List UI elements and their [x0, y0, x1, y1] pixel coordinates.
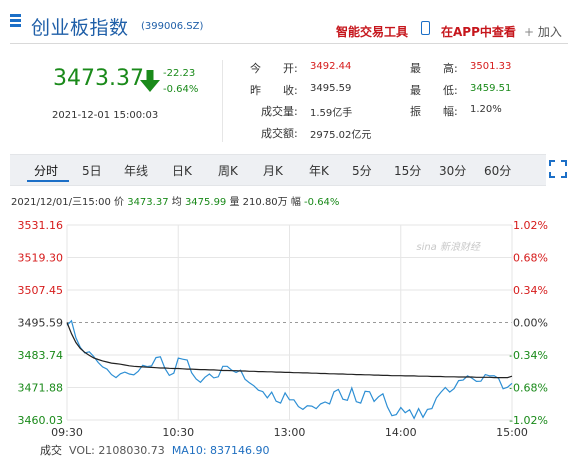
page-title: 创业板指数	[31, 17, 129, 39]
volume-summary-ma10: MA10: 837146.90	[171, 444, 270, 457]
volume-summary: 成交 VOL: 2108030.73 MA10: 837146.90	[40, 442, 270, 458]
menu-icon[interactable]	[10, 14, 21, 28]
amplitude-value: 1.20%	[470, 104, 502, 115]
y-tick-right: 0.68%	[513, 252, 548, 265]
info-avg: 3475.99	[184, 197, 227, 208]
y-tick-right: -0.68%	[509, 382, 548, 395]
tab-daily-k[interactable]: 日K	[172, 164, 192, 178]
phone-icon	[421, 21, 430, 35]
volume-label: 成交量:	[261, 105, 298, 118]
amount-label: 成交额:	[261, 127, 298, 140]
price-change-pct: -0.64%	[163, 84, 199, 95]
watermark-logo: sina 新浪财经	[416, 241, 481, 253]
tab-year-line[interactable]: 年线	[124, 164, 149, 178]
crosshair-info: 2021/12/01/三15:00 价 3473.37 均 3475.99 量 …	[11, 193, 339, 208]
period-tabs	[10, 154, 546, 186]
y-tick-left: 3531.16	[18, 219, 64, 232]
volume-summary-label: 成交	[40, 444, 62, 457]
info-pct: -0.64%	[304, 197, 340, 208]
quote-divider	[222, 60, 223, 142]
y-tick-right: 0.00%	[513, 317, 548, 330]
intraday-chart[interactable]: 3531.16 1.02% 3519.30 0.68% 3507.45 0.34% 3495…	[0, 210, 578, 450]
y-tick-left: 3471.88	[18, 382, 64, 395]
volume-value: 1.59亿手	[310, 108, 353, 119]
tab-5day[interactable]: 5日	[82, 164, 102, 178]
y-tick-left: 3483.74	[18, 349, 64, 362]
view-in-app-link[interactable]: 在APP中查看	[441, 25, 516, 39]
quote-datetime: 2021-12-01 15:00:03	[52, 110, 159, 121]
info-price-label: 价	[114, 197, 125, 208]
header-divider	[10, 43, 568, 44]
y-tick-right: 0.34%	[513, 284, 548, 297]
down-arrow-icon	[140, 70, 160, 92]
tab-5min[interactable]: 5分	[352, 164, 372, 178]
high-label: 最 高:	[410, 62, 458, 75]
prev-close-value: 3495.59	[310, 83, 352, 94]
info-pct-label: 幅	[290, 197, 301, 208]
x-tick: 15:00	[496, 426, 528, 439]
y-tick-left: 3507.45	[18, 284, 64, 297]
x-tick: 09:30	[51, 426, 83, 439]
open-value: 3492.44	[310, 61, 352, 72]
tab-yearly-k[interactable]: 年K	[309, 164, 329, 178]
amount-value: 2975.02亿元	[310, 130, 372, 141]
tab-15min[interactable]: 15分	[394, 164, 422, 178]
y-tick-right: -0.34%	[509, 349, 548, 362]
amplitude-label: 振 幅:	[410, 105, 458, 118]
y-tick-left: 3460.03	[18, 414, 64, 427]
x-tick: 14:00	[385, 426, 417, 439]
open-label: 今 开:	[250, 62, 298, 75]
tab-monthly-k[interactable]: 月K	[263, 164, 283, 178]
low-value: 3459.51	[470, 83, 512, 94]
average-line	[66, 322, 513, 379]
info-vol: 210.80万	[242, 197, 288, 208]
tab-60min[interactable]: 60分	[484, 164, 512, 178]
info-avg-label: 均	[171, 197, 182, 208]
volume-summary-vol: VOL: 2108030.73	[69, 444, 165, 457]
stock-code: (399006.SZ)	[141, 21, 204, 32]
y-tick-right: -1.02%	[509, 414, 548, 427]
x-tick: 10:30	[162, 426, 194, 439]
price-change: -22.23	[163, 68, 196, 79]
info-price: 3473.37	[127, 197, 169, 208]
tab-weekly-k[interactable]: 周K	[218, 164, 238, 178]
smart-tool-link[interactable]: 智能交易工具	[336, 25, 409, 39]
low-label: 最 低:	[410, 84, 458, 97]
add-label: 加入	[537, 25, 562, 39]
current-price: 3473.37	[53, 66, 144, 91]
plus-icon: +	[524, 25, 538, 39]
y-tick-left: 3495.59	[18, 317, 64, 330]
fullscreen-icon[interactable]	[549, 160, 567, 178]
prev-close-label: 昨 收:	[250, 84, 298, 97]
info-vol-label: 量	[229, 197, 240, 208]
tab-30min[interactable]: 30分	[439, 164, 467, 178]
high-value: 3501.33	[470, 61, 512, 72]
tab-timeshare[interactable]: 分时	[34, 164, 59, 178]
y-tick-left: 3519.30	[18, 252, 64, 265]
y-tick-right: 1.02%	[513, 219, 548, 232]
info-time: 2021/12/01/三15:00	[11, 197, 111, 208]
x-tick: 13:00	[274, 426, 306, 439]
add-button[interactable]: + 加入	[524, 23, 562, 40]
active-tab-indicator	[27, 180, 69, 182]
